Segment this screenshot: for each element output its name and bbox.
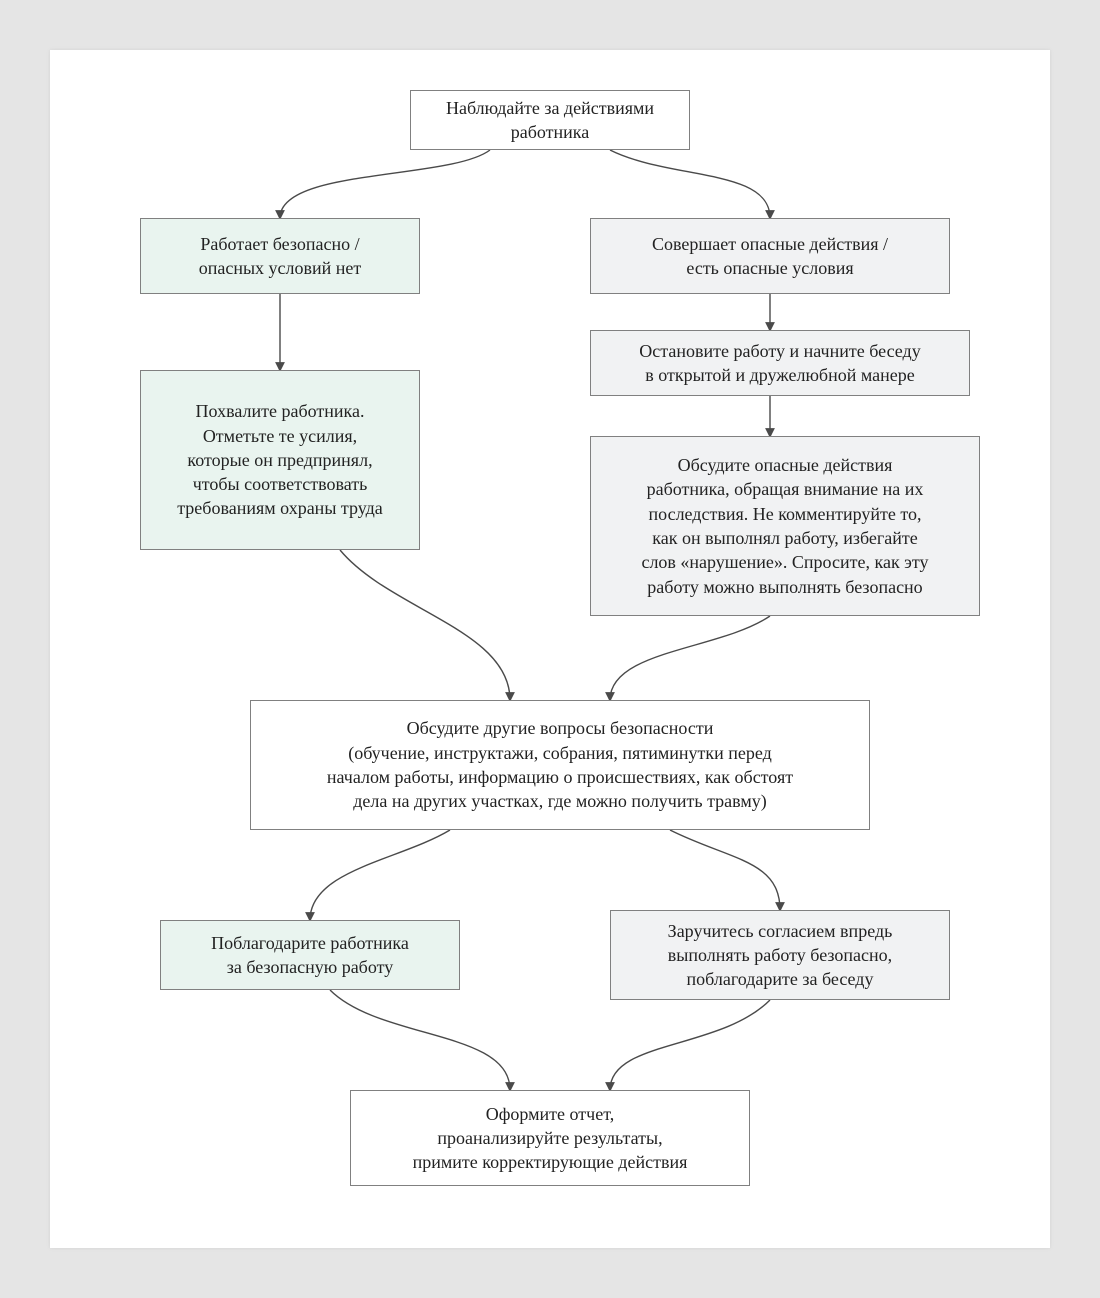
node-get-agreement: Заручитесь согласием впредь выполнять ра…	[610, 910, 950, 1000]
edge-e7	[610, 616, 770, 700]
node-text: Похвалите работника. Отметьте те усилия,…	[177, 399, 383, 520]
edge-e10	[330, 990, 510, 1090]
node-text: Оформите отчет, проанализируйте результа…	[413, 1102, 688, 1175]
node-praise: Похвалите работника. Отметьте те усилия,…	[140, 370, 420, 550]
edge-e6	[340, 550, 510, 700]
page-frame: Наблюдайте за действиями работника Работ…	[0, 0, 1100, 1298]
node-text: Поблагодарите работника за безопасную ра…	[211, 931, 409, 980]
node-text: Работает безопасно / опасных условий нет	[199, 232, 362, 281]
node-report: Оформите отчет, проанализируйте результа…	[350, 1090, 750, 1186]
node-text: Обсудите опасные действия работника, обр…	[641, 453, 928, 599]
node-observe: Наблюдайте за действиями работника	[410, 90, 690, 150]
edge-e11	[610, 1000, 770, 1090]
edge-e9	[670, 830, 780, 910]
edge-e1	[280, 150, 490, 218]
edge-e2	[610, 150, 770, 218]
node-text: Остановите работу и начните беседу в отк…	[639, 339, 920, 388]
node-safe-branch: Работает безопасно / опасных условий нет	[140, 218, 420, 294]
node-other-topics: Обсудите другие вопросы безопасности (об…	[250, 700, 870, 830]
node-thank-safe: Поблагодарите работника за безопасную ра…	[160, 920, 460, 990]
node-text: Обсудите другие вопросы безопасности (об…	[327, 716, 793, 813]
edge-e8	[310, 830, 450, 920]
node-unsafe-branch: Совершает опасные действия / есть опасны…	[590, 218, 950, 294]
flowchart-canvas: Наблюдайте за действиями работника Работ…	[50, 50, 1050, 1248]
node-text: Наблюдайте за действиями работника	[446, 96, 654, 145]
node-text: Совершает опасные действия / есть опасны…	[652, 232, 888, 281]
node-discuss-hazards: Обсудите опасные действия работника, обр…	[590, 436, 980, 616]
node-text: Заручитесь согласием впредь выполнять ра…	[668, 919, 893, 992]
node-stop-and-talk: Остановите работу и начните беседу в отк…	[590, 330, 970, 396]
